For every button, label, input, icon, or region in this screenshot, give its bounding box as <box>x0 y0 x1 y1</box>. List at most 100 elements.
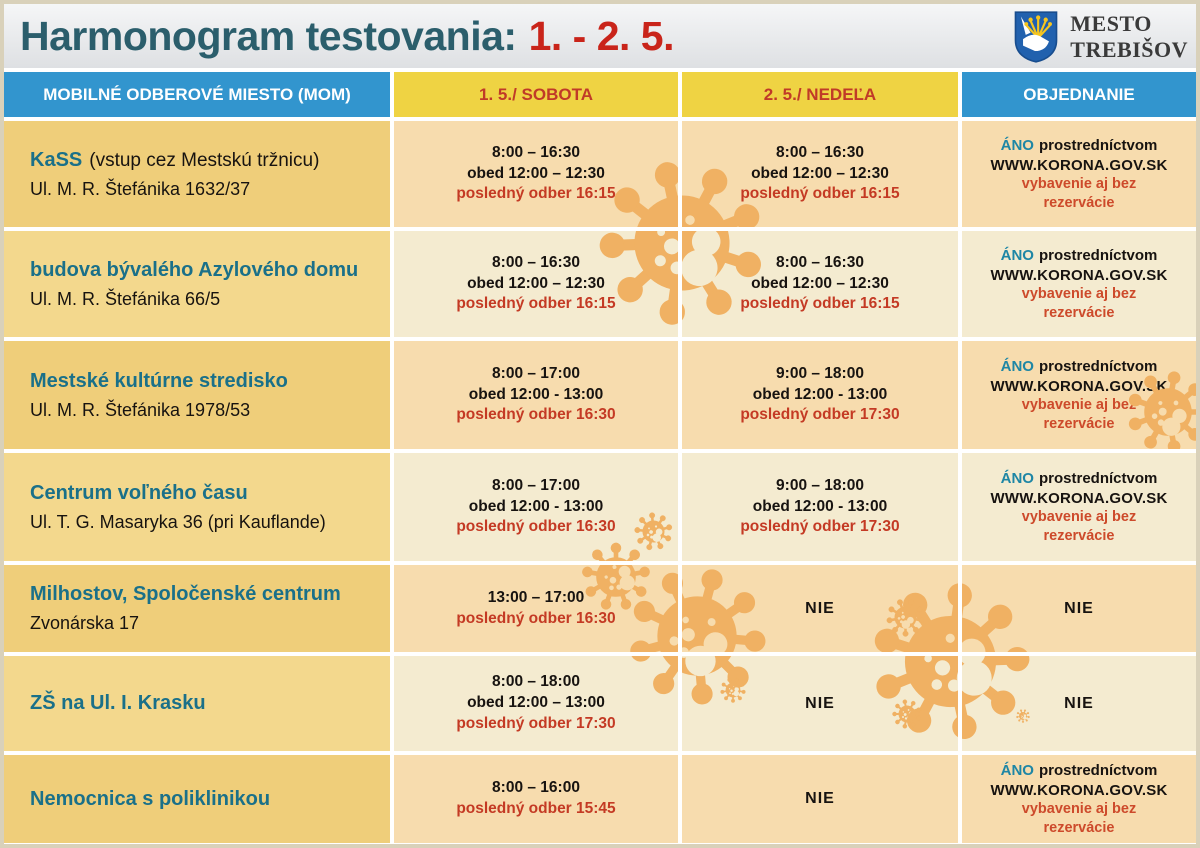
booking-yes-label: ÁNO <box>1000 358 1034 376</box>
booking-note: vybavenie aj bez <box>1021 286 1137 303</box>
hours: 8:00 – 16:30 <box>492 143 580 161</box>
booking-note: rezervácie <box>1043 527 1115 544</box>
saturday-hours-cell: 8:00 – 17:00 obed 12:00 - 13:00 posledný… <box>394 453 678 561</box>
booking-cell: ÁNO prostredníctvom WWW.KORONA.GOV.SK vyb… <box>962 755 1196 843</box>
location-cell: Nemocnica s poliklinikou <box>4 755 390 843</box>
booking-cell: ÁNO prostredníctvom WWW.KORONA.GOV.SK vyb… <box>962 341 1196 449</box>
booking-note: vybavenie aj bez <box>1021 397 1137 414</box>
location-address: Ul. T. G. Masaryka 36 (pri Kauflande) <box>30 511 326 532</box>
lunch-break: obed 12:00 – 12:30 <box>467 164 605 182</box>
hours: 9:00 – 18:00 <box>776 364 864 382</box>
sunday-hours-cell: 8:00 – 16:30 obed 12:00 – 12:30 posledný… <box>682 231 958 337</box>
booking-website: WWW.KORONA.GOV.SK <box>990 489 1168 507</box>
booking-yes-label: ÁNO <box>1000 137 1034 155</box>
no-testing-label: NIE <box>805 790 835 807</box>
saturday-hours-cell: 8:00 – 18:00 obed 12:00 – 13:00 posledný… <box>394 656 678 751</box>
booking-cell: ÁNO prostredníctvom WWW.KORONA.GOV.SK vyb… <box>962 121 1196 227</box>
last-sample: posledný odber 17:30 <box>456 714 616 732</box>
last-sample: posledný odber 16:15 <box>740 185 900 203</box>
location-title-note: (vstup cez Mestskú tržnicu) <box>89 149 320 171</box>
booking-note: vybavenie aj bez <box>1021 801 1137 818</box>
booking-cell: ÁNO prostredníctvom WWW.KORONA.GOV.SK vyb… <box>962 231 1196 337</box>
page-title: Harmonogram testovania: 1. - 2. 5. <box>20 13 674 60</box>
booking-note: vybavenie aj bez <box>1021 509 1137 526</box>
last-sample: posledný odber 16:30 <box>456 609 616 627</box>
location-title: Mestské kultúrne stredisko <box>30 369 288 392</box>
booking-cell: ÁNO prostredníctvom WWW.KORONA.GOV.SK vyb… <box>962 453 1196 561</box>
lunch-break: obed 12:00 - 13:00 <box>752 497 888 515</box>
last-sample: posledný odber 17:30 <box>740 406 900 424</box>
hours: 13:00 – 17:00 <box>487 588 585 606</box>
location-cell: KaSS (vstup cez Mestskú tržnicu) Ul. M. R… <box>4 121 390 227</box>
last-sample: posledný odber 16:15 <box>456 185 616 203</box>
saturday-hours-cell: 13:00 – 17:00 posledný odber 16:30 <box>394 565 678 652</box>
location-title: KaSS <box>30 148 83 171</box>
last-sample: posledný odber 16:15 <box>456 295 616 313</box>
sunday-hours-cell: NIE <box>682 755 958 843</box>
hours: 9:00 – 18:00 <box>776 476 864 494</box>
booking-note: rezervácie <box>1043 819 1115 836</box>
booking-via: prostredníctvom <box>1038 137 1158 155</box>
hours: 8:00 – 16:30 <box>776 253 864 271</box>
header-banner: Harmonogram testovania: 1. - 2. 5. MESTO <box>4 4 1196 68</box>
hours: 8:00 – 18:00 <box>492 673 580 691</box>
city-name-line1: MESTO <box>1070 10 1152 36</box>
location-title: Milhostov, Spoločenské centrum <box>30 583 341 605</box>
lunch-break: obed 12:00 – 13:00 <box>467 694 605 712</box>
booking-website: WWW.KORONA.GOV.SK <box>990 377 1168 395</box>
saturday-hours-cell: 8:00 – 16:00 posledný odber 15:45 <box>394 755 678 843</box>
location-address: Ul. M. R. Štefánika 1978/53 <box>30 399 251 420</box>
booking-yes-label: ÁNO <box>1000 762 1034 780</box>
location-address: Ul. M. R. Štefánika 66/5 <box>30 288 221 309</box>
last-sample: posledný odber 15:45 <box>456 800 616 817</box>
booking-note: rezervácie <box>1043 415 1115 432</box>
sunday-hours-cell: 8:00 – 16:30 obed 12:00 – 12:30 posledný… <box>682 121 958 227</box>
lunch-break: obed 12:00 – 12:30 <box>751 274 889 292</box>
location-title: Centrum voľného času <box>30 481 248 504</box>
booking-website: WWW.KORONA.GOV.SK <box>990 781 1168 799</box>
booking-website: WWW.KORONA.GOV.SK <box>990 266 1168 284</box>
last-sample: posledný odber 17:30 <box>740 518 900 536</box>
page-title-dates: 1. - 2. 5. <box>528 12 675 59</box>
booking-via: prostredníctvom <box>1038 358 1158 376</box>
column-header-location: MOBILNÉ ODBEROVÉ MIESTO (MOM) <box>4 72 390 117</box>
last-sample: posledný odber 16:30 <box>456 406 616 424</box>
no-booking-label: NIE <box>1064 599 1094 617</box>
booking-via: prostredníctvom <box>1038 762 1158 780</box>
booking-website: WWW.KORONA.GOV.SK <box>990 156 1168 174</box>
booking-yes-label: ÁNO <box>1000 247 1034 265</box>
no-testing-label: NIE <box>805 599 835 617</box>
column-header-booking: OBJEDNANIE <box>962 72 1196 117</box>
last-sample: posledný odber 16:15 <box>740 295 900 313</box>
location-cell: Mestské kultúrne stredisko Ul. M. R. Šte… <box>4 341 390 449</box>
sunday-hours-cell: NIE <box>682 656 958 751</box>
location-title: Nemocnica s poliklinikou <box>30 787 271 810</box>
booking-yes-label: ÁNO <box>1000 470 1034 488</box>
booking-note: rezervácie <box>1043 304 1115 321</box>
location-cell: budova bývalého Azylového domu Ul. M. R.… <box>4 231 390 337</box>
column-header-saturday: 1. 5./ SOBOTA <box>394 72 678 117</box>
lunch-break: obed 12:00 - 13:00 <box>752 385 888 403</box>
hours: 8:00 – 16:00 <box>492 779 580 797</box>
saturday-hours-cell: 8:00 – 17:00 obed 12:00 - 13:00 posledný… <box>394 341 678 449</box>
booking-cell: NIE <box>962 656 1196 751</box>
hours: 8:00 – 16:30 <box>776 143 864 161</box>
location-title: ZŠ na Ul. I. Krasku <box>30 692 206 714</box>
city-name: MESTO TREBIŠOV <box>1070 11 1188 64</box>
booking-via: prostredníctvom <box>1038 470 1158 488</box>
location-cell: Milhostov, Spoločenské centrum Zvonárska… <box>4 565 390 652</box>
column-header-sunday: 2. 5./ NEDEĽA <box>682 72 958 117</box>
location-cell: Centrum voľného času Ul. T. G. Masaryka … <box>4 453 390 561</box>
saturday-hours-cell: 8:00 – 16:30 obed 12:00 – 12:30 posledný… <box>394 121 678 227</box>
location-address: Ul. M. R. Štefánika 1632/37 <box>30 178 251 199</box>
hours: 8:00 – 16:30 <box>492 253 580 271</box>
location-title: budova bývalého Azylového domu <box>30 258 359 281</box>
no-booking-label: NIE <box>1064 694 1094 712</box>
lunch-break: obed 12:00 - 13:00 <box>468 497 604 515</box>
lunch-break: obed 12:00 – 12:30 <box>467 274 605 292</box>
hours: 8:00 – 17:00 <box>492 364 580 382</box>
no-testing-label: NIE <box>805 694 835 712</box>
last-sample: posledný odber 16:30 <box>456 518 616 536</box>
location-cell: ZŠ na Ul. I. Krasku <box>4 656 390 751</box>
